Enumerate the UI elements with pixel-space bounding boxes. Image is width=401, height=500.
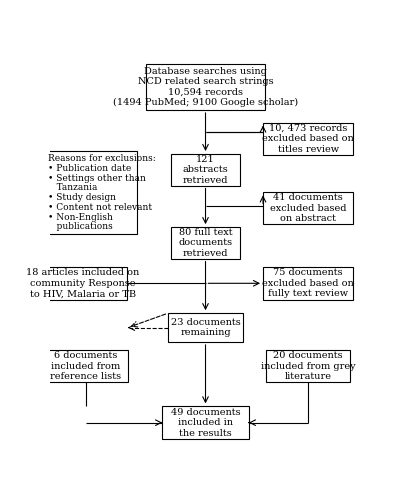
Text: publications: publications [48, 222, 112, 232]
FancyBboxPatch shape [38, 267, 127, 300]
Text: • Publication date: • Publication date [48, 164, 131, 173]
Text: Reasons for exclusions:: Reasons for exclusions: [48, 154, 156, 163]
FancyBboxPatch shape [44, 350, 128, 382]
Text: Database searches using
NCD related search strings
10,594 records
(1494 PubMed; : Database searches using NCD related sear… [113, 67, 298, 107]
Text: 6 documents
included from
reference lists: 6 documents included from reference list… [50, 351, 122, 381]
FancyBboxPatch shape [171, 227, 240, 258]
Text: 20 documents
included from grey
literature: 20 documents included from grey literatu… [261, 351, 355, 381]
FancyBboxPatch shape [263, 192, 353, 224]
Text: Tanzania: Tanzania [48, 184, 97, 192]
FancyBboxPatch shape [168, 313, 243, 342]
Text: 75 documents
excluded based on
fully text review: 75 documents excluded based on fully tex… [262, 268, 354, 298]
Text: 80 full text
documents
retrieved: 80 full text documents retrieved [178, 228, 233, 258]
Text: • Content not relevant: • Content not relevant [48, 203, 152, 212]
Text: • Settings other than: • Settings other than [48, 174, 146, 182]
Text: 10, 473 records
excluded based on
titles review: 10, 473 records excluded based on titles… [262, 124, 354, 154]
FancyBboxPatch shape [146, 64, 265, 110]
Text: 23 documents
remaining: 23 documents remaining [171, 318, 240, 338]
Text: • Non-English: • Non-English [48, 212, 113, 222]
Text: 18 articles included on
community Response
to HIV, Malaria or TB: 18 articles included on community Respon… [26, 268, 140, 298]
Text: 121
abstracts
retrieved: 121 abstracts retrieved [182, 155, 229, 184]
FancyBboxPatch shape [171, 154, 240, 186]
FancyBboxPatch shape [263, 267, 353, 300]
FancyBboxPatch shape [162, 406, 249, 439]
Text: 49 documents
included in
the results: 49 documents included in the results [171, 408, 240, 438]
Text: 41 documents
excluded based
on abstract: 41 documents excluded based on abstract [270, 194, 346, 223]
FancyBboxPatch shape [44, 152, 137, 234]
Text: • Study design: • Study design [48, 193, 115, 202]
FancyBboxPatch shape [263, 122, 353, 156]
FancyBboxPatch shape [266, 350, 350, 382]
